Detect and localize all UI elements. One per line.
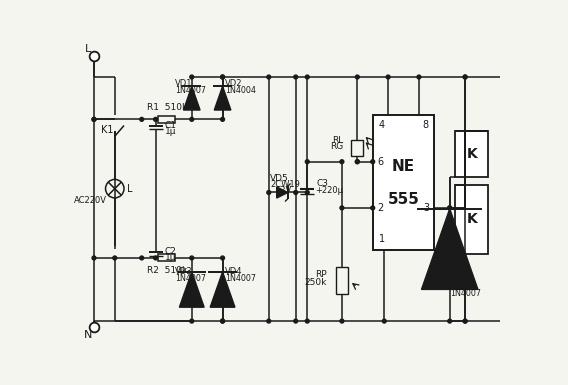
Text: L: L <box>127 184 133 194</box>
Circle shape <box>306 191 309 194</box>
Polygon shape <box>183 86 200 110</box>
Circle shape <box>340 319 344 323</box>
Polygon shape <box>277 187 288 198</box>
Text: +220μ: +220μ <box>315 186 343 195</box>
Circle shape <box>356 160 359 164</box>
Circle shape <box>140 117 144 121</box>
Text: K: K <box>466 147 477 161</box>
Circle shape <box>92 256 96 260</box>
Text: 6: 6 <box>377 157 383 167</box>
Text: 3: 3 <box>424 203 429 213</box>
Text: 4: 4 <box>379 120 385 130</box>
Text: N: N <box>83 330 92 340</box>
Bar <box>455 185 488 254</box>
Text: 12V: 12V <box>275 186 291 196</box>
Circle shape <box>463 319 467 323</box>
Circle shape <box>220 319 224 323</box>
Circle shape <box>154 256 157 260</box>
Text: L: L <box>85 44 91 54</box>
Text: RP: RP <box>315 270 327 280</box>
Text: C1: C1 <box>165 121 177 130</box>
Circle shape <box>306 319 309 323</box>
Circle shape <box>386 75 390 79</box>
Text: 2: 2 <box>377 203 383 213</box>
Text: 1N4007: 1N4007 <box>225 274 256 283</box>
Text: 1N4007: 1N4007 <box>450 289 482 298</box>
Circle shape <box>220 319 224 323</box>
Text: 2CW19: 2CW19 <box>270 180 300 189</box>
Bar <box>351 140 364 156</box>
Text: 1μ: 1μ <box>165 127 176 136</box>
Text: RG: RG <box>330 142 344 151</box>
Circle shape <box>92 117 96 121</box>
Bar <box>455 131 488 177</box>
Text: 1N4007: 1N4007 <box>175 274 206 283</box>
Text: 1μ: 1μ <box>165 253 176 263</box>
Circle shape <box>417 75 421 79</box>
Polygon shape <box>179 272 204 307</box>
Circle shape <box>267 191 271 194</box>
Text: C2: C2 <box>165 247 177 256</box>
Circle shape <box>294 191 298 194</box>
Text: 555: 555 <box>387 192 419 206</box>
Circle shape <box>463 75 467 79</box>
Text: NE: NE <box>392 159 415 174</box>
Polygon shape <box>214 86 231 110</box>
Circle shape <box>267 319 271 323</box>
Circle shape <box>294 319 298 323</box>
Text: R1  510k: R1 510k <box>147 102 187 112</box>
Circle shape <box>220 75 224 79</box>
Circle shape <box>190 319 194 323</box>
Bar <box>158 116 175 123</box>
Circle shape <box>294 75 298 79</box>
Circle shape <box>154 117 157 121</box>
Text: C3: C3 <box>316 179 328 188</box>
Circle shape <box>190 75 194 79</box>
Circle shape <box>267 75 271 79</box>
Text: VD6: VD6 <box>452 282 471 291</box>
Circle shape <box>140 256 144 260</box>
Circle shape <box>190 256 194 260</box>
Circle shape <box>356 160 359 164</box>
Text: 1: 1 <box>379 234 385 244</box>
Text: VD5: VD5 <box>270 174 289 183</box>
Circle shape <box>190 117 194 121</box>
Circle shape <box>448 319 452 323</box>
Text: 8: 8 <box>422 120 428 130</box>
Circle shape <box>448 206 452 210</box>
Polygon shape <box>421 209 478 290</box>
Bar <box>373 116 435 250</box>
Circle shape <box>463 319 467 323</box>
Text: 250k: 250k <box>304 278 327 287</box>
Polygon shape <box>210 272 235 307</box>
Text: AC220V: AC220V <box>74 196 107 205</box>
Bar <box>336 267 348 294</box>
Circle shape <box>371 160 375 164</box>
Circle shape <box>340 160 344 164</box>
Text: VD3: VD3 <box>175 267 193 276</box>
Text: K: K <box>466 213 477 226</box>
Circle shape <box>448 206 452 210</box>
Text: 1N4007: 1N4007 <box>175 85 206 95</box>
Circle shape <box>306 75 309 79</box>
Circle shape <box>113 256 116 260</box>
Circle shape <box>340 206 344 210</box>
Circle shape <box>371 206 375 210</box>
Circle shape <box>463 75 467 79</box>
Circle shape <box>92 117 96 121</box>
Text: VD1: VD1 <box>175 79 193 88</box>
Circle shape <box>356 75 359 79</box>
Text: VD2: VD2 <box>225 79 243 88</box>
Text: R2  510k: R2 510k <box>147 266 187 275</box>
Text: VD4: VD4 <box>225 267 243 276</box>
Circle shape <box>220 117 224 121</box>
Text: RL: RL <box>332 136 344 145</box>
Text: 1N4004: 1N4004 <box>225 85 256 95</box>
Circle shape <box>220 256 224 260</box>
Bar <box>158 254 175 261</box>
Circle shape <box>220 75 224 79</box>
Circle shape <box>382 319 386 323</box>
Text: K1: K1 <box>101 125 114 135</box>
Circle shape <box>306 160 309 164</box>
